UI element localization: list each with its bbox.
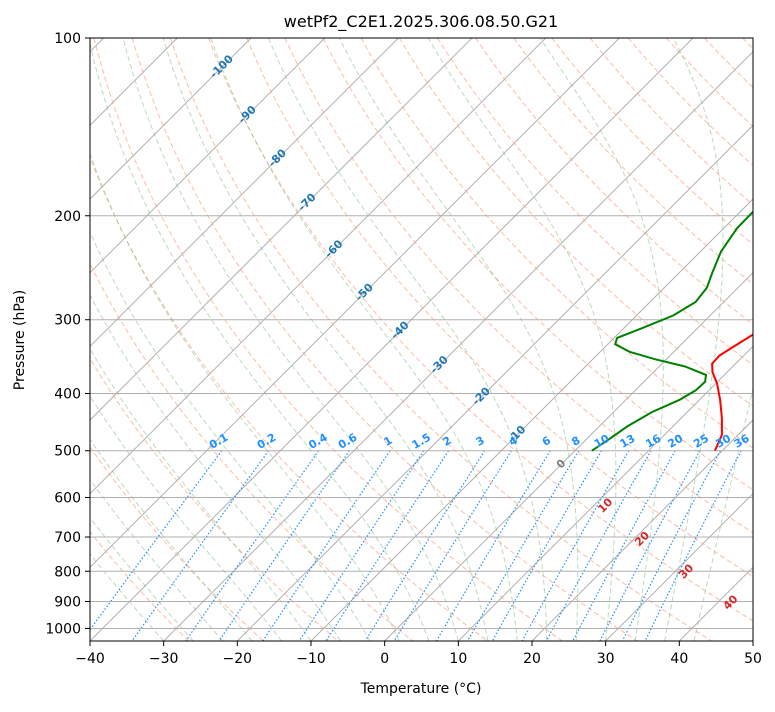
y-tick-label: 100: [54, 31, 81, 47]
x-tick-label: −10: [296, 651, 326, 667]
x-tick-label: −30: [149, 651, 179, 667]
x-tick-label: 30: [597, 651, 615, 667]
x-tick-label: 40: [670, 651, 688, 667]
y-tick-label: 200: [54, 209, 81, 225]
x-tick-label: −20: [223, 651, 253, 667]
x-tick-label: 0: [380, 651, 389, 667]
y-axis-label: Pressure (hPa): [12, 290, 28, 390]
y-tick-label: 900: [54, 594, 81, 610]
y-tick-label: 300: [54, 313, 81, 329]
y-tick-label: 800: [54, 564, 81, 580]
x-tick-label: −40: [75, 651, 105, 667]
y-tick-label: 400: [54, 387, 81, 403]
y-tick-label: 500: [54, 444, 81, 460]
x-axis-label: Temperature (°C): [360, 681, 482, 697]
chart-title: wetPf2_C2E1.2025.306.08.50.G21: [284, 12, 558, 32]
x-tick-label: 50: [744, 651, 762, 667]
x-tick-label: 10: [449, 651, 467, 667]
y-tick-label: 1000: [45, 621, 81, 637]
x-tick-label: 20: [523, 651, 541, 667]
y-tick-label: 700: [54, 530, 81, 546]
y-tick-label: 600: [54, 490, 81, 506]
